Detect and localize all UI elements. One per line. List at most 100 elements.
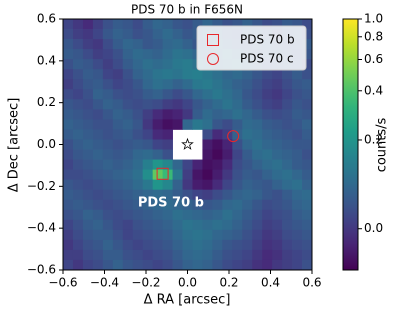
heatmap-cell bbox=[192, 109, 203, 120]
heatmap-cell bbox=[182, 19, 193, 30]
heatmap-cell bbox=[252, 99, 263, 110]
heatmap-cell bbox=[192, 19, 203, 30]
heatmap-cell bbox=[202, 79, 213, 90]
heatmap-cell bbox=[292, 179, 303, 191]
heatmap-cell bbox=[192, 179, 203, 191]
heatmap-cell bbox=[122, 109, 134, 120]
heatmap-cell bbox=[122, 139, 134, 150]
colorbar-tick-label: 0.2 bbox=[364, 132, 383, 146]
heatmap-cell bbox=[82, 239, 94, 251]
heatmap-cell bbox=[142, 169, 154, 181]
heatmap-cell bbox=[162, 199, 173, 211]
heatmap-cell bbox=[302, 179, 313, 191]
heatmap-cell bbox=[172, 189, 183, 201]
heatmap-cell bbox=[72, 159, 84, 170]
heatmap-cell bbox=[132, 19, 144, 30]
heatmap-cell bbox=[82, 149, 94, 160]
heatmap-cell bbox=[182, 69, 193, 80]
heatmap-cell bbox=[192, 239, 203, 251]
heatmap-cell bbox=[72, 219, 84, 231]
x-tick-label: 0.2 bbox=[219, 276, 238, 290]
heatmap-cell bbox=[202, 169, 213, 181]
heatmap-cell bbox=[222, 159, 233, 170]
heatmap-cell bbox=[63, 219, 74, 231]
heatmap-cell bbox=[112, 239, 124, 251]
heatmap-cell bbox=[63, 39, 74, 50]
heatmap-cell bbox=[132, 259, 144, 271]
heatmap-cell bbox=[212, 219, 223, 231]
x-tick-label: −0.4 bbox=[90, 276, 119, 290]
heatmap-cell bbox=[182, 109, 193, 120]
heatmap-cell bbox=[172, 169, 183, 181]
heatmap-cell bbox=[92, 119, 104, 130]
heatmap-cell bbox=[272, 119, 283, 130]
heatmap-cell bbox=[292, 19, 303, 30]
heatmap-cell bbox=[222, 189, 233, 201]
heatmap-cell bbox=[282, 209, 293, 221]
heatmap-cell bbox=[162, 79, 173, 90]
heatmap-cell bbox=[282, 259, 293, 271]
heatmap-cell bbox=[162, 29, 173, 40]
heatmap-cell bbox=[152, 29, 163, 40]
heatmap-cell bbox=[282, 179, 293, 191]
heatmap-cell bbox=[222, 19, 233, 30]
heatmap-cell bbox=[142, 19, 154, 30]
heatmap-cell bbox=[242, 109, 253, 120]
heatmap-cell bbox=[242, 69, 253, 80]
heatmap-cell bbox=[72, 229, 84, 241]
heatmap-cell bbox=[63, 249, 74, 261]
heatmap-cell bbox=[102, 149, 114, 160]
heatmap-cell bbox=[122, 199, 134, 211]
heatmap-cell bbox=[302, 169, 313, 181]
heatmap-cell bbox=[92, 149, 104, 160]
heatmap-cell bbox=[112, 69, 124, 80]
heatmap-cell bbox=[282, 149, 293, 160]
heatmap-cell bbox=[302, 129, 313, 140]
heatmap-cell bbox=[72, 109, 84, 120]
heatmap-cell bbox=[302, 79, 313, 90]
heatmap-cell bbox=[242, 209, 253, 221]
heatmap-cell bbox=[242, 149, 253, 160]
heatmap-cell bbox=[302, 29, 313, 40]
heatmap-cell bbox=[82, 129, 94, 140]
heatmap-cell bbox=[202, 179, 213, 191]
heatmap-cell bbox=[142, 119, 154, 130]
heatmap-cell bbox=[232, 139, 243, 150]
heatmap-cell bbox=[122, 39, 134, 50]
heatmap-cell bbox=[82, 249, 94, 261]
heatmap-cell bbox=[262, 209, 273, 221]
marker bbox=[227, 130, 240, 143]
heatmap-cell bbox=[172, 119, 183, 130]
y-tick-label: 0.4 bbox=[37, 53, 56, 67]
heatmap-cell bbox=[72, 29, 84, 40]
heatmap-cell bbox=[272, 89, 283, 100]
heatmap-cell bbox=[82, 139, 94, 150]
heatmap-cell bbox=[302, 109, 313, 120]
heatmap-cell bbox=[202, 159, 213, 170]
heatmap-cell bbox=[102, 49, 114, 60]
heatmap-cell bbox=[282, 129, 293, 140]
heatmap-cell bbox=[202, 219, 213, 231]
heatmap-cell bbox=[92, 19, 104, 30]
heatmap-cell bbox=[192, 219, 203, 231]
heatmap-cell bbox=[132, 199, 144, 211]
heatmap-cell bbox=[102, 169, 114, 181]
heatmap-cell bbox=[232, 159, 243, 170]
heatmap-cell bbox=[72, 59, 84, 70]
heatmap-cell bbox=[92, 259, 104, 271]
heatmap-cell bbox=[63, 49, 74, 60]
heatmap-cell bbox=[262, 109, 273, 120]
heatmap-cell bbox=[152, 49, 163, 60]
heatmap-cell bbox=[232, 149, 243, 160]
heatmap-cell bbox=[152, 169, 163, 181]
heatmap-cell bbox=[112, 119, 124, 130]
heatmap-cell bbox=[152, 99, 163, 110]
heatmap-cell bbox=[92, 49, 104, 60]
heatmap-cell bbox=[102, 229, 114, 241]
heatmap-cell bbox=[272, 99, 283, 110]
heatmap-cell bbox=[202, 119, 213, 130]
heatmap-cell bbox=[192, 259, 203, 271]
heatmap-cell bbox=[212, 69, 223, 80]
